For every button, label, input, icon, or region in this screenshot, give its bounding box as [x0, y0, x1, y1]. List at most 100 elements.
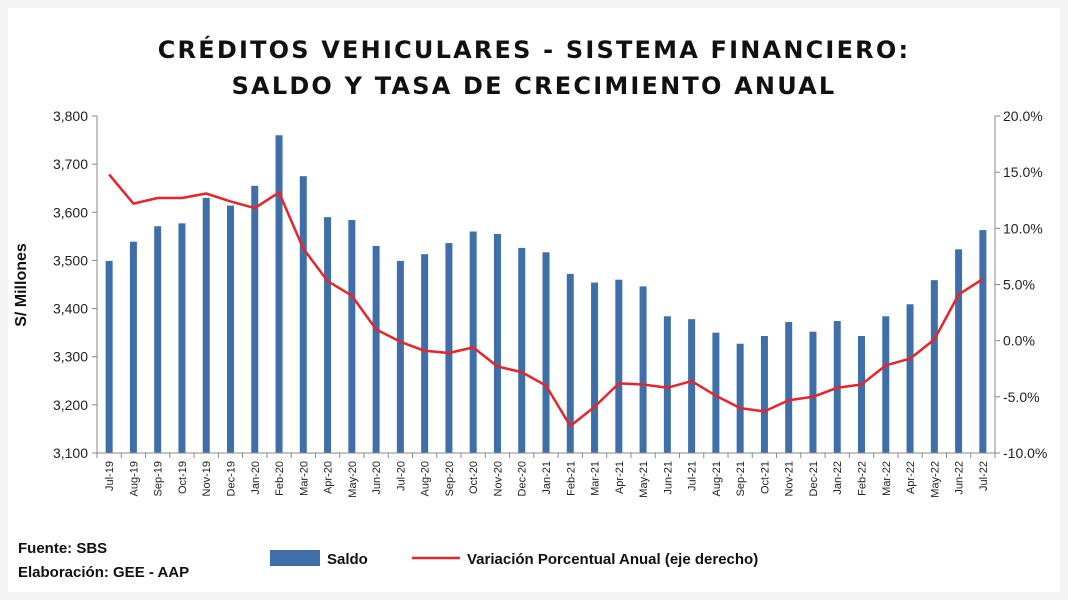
x-tick-label: Oct-19	[177, 461, 189, 494]
bar-apr-20	[324, 217, 332, 453]
bar-jan-20	[251, 185, 259, 454]
bar-dec-20	[518, 247, 526, 453]
bar-aug-20	[421, 254, 429, 453]
x-tick-label: Apr-22	[905, 461, 917, 494]
bar-mar-20	[299, 176, 307, 453]
x-tick-label: Jun-21	[662, 461, 674, 495]
left-tick-label: 3,100	[53, 445, 88, 461]
x-tick-label: Dec-20	[517, 461, 529, 496]
chart-title-line-2: SALDO Y TASA DE CRECIMIENTO ANUAL	[232, 72, 837, 100]
right-tick-label: 20.0%	[1003, 108, 1043, 124]
x-tick-label: Jan-20	[250, 461, 262, 495]
bar-oct-20	[469, 231, 477, 453]
left-tick-label: 3,700	[53, 156, 88, 172]
bar-oct-19	[178, 223, 186, 453]
x-tick-label: Jun-22	[954, 461, 966, 495]
bar-dec-19	[226, 205, 234, 453]
bar-mar-22	[882, 316, 890, 453]
legend-line-label: Variación Porcentual Anual (eje derecho)	[467, 551, 758, 568]
x-tick-label: Jan-21	[541, 461, 553, 495]
right-tick-label: 15.0%	[1003, 164, 1043, 180]
x-tick-label: May-20	[347, 461, 359, 498]
x-tick-label: Feb-21	[565, 461, 577, 496]
x-tick-label: Sep-20	[444, 461, 456, 496]
bar-apr-21	[615, 279, 623, 453]
footer-source: Fuente: SBS	[18, 540, 107, 557]
left-tick-label: 3,400	[53, 301, 88, 317]
x-tick-label: Mar-20	[298, 461, 310, 496]
bar-jul-20	[396, 260, 404, 453]
x-tick-label: Feb-20	[274, 461, 286, 496]
bar-sep-19	[154, 226, 162, 453]
bar-series	[105, 135, 987, 454]
bar-jan-21	[542, 252, 550, 453]
x-tick-label: Oct-21	[759, 461, 771, 494]
x-tick-label: Jun-20	[371, 461, 383, 495]
x-tick-label: May-22	[929, 461, 941, 498]
bar-jul-19	[105, 260, 113, 453]
bar-feb-20	[275, 135, 283, 453]
bar-dec-21	[809, 331, 817, 453]
bar-aug-19	[129, 241, 137, 453]
left-tick-label: 3,600	[53, 204, 88, 220]
right-tick-label: -5.0%	[1003, 389, 1040, 405]
x-tick-label: Aug-21	[711, 461, 723, 496]
bar-jun-22	[955, 249, 963, 453]
bar-nov-20	[493, 233, 501, 453]
bar-jul-22	[979, 230, 987, 453]
right-tick-label: 5.0%	[1003, 277, 1035, 293]
x-tick-label: Dec-21	[808, 461, 820, 496]
x-tick-label: Mar-21	[590, 461, 602, 496]
bar-apr-22	[906, 304, 914, 453]
x-tick-label: Jul-22	[978, 461, 990, 491]
footer-credit: Elaboración: GEE - AAP	[18, 564, 189, 581]
x-tick-label: Jan-22	[832, 461, 844, 495]
bar-sep-21	[736, 343, 744, 453]
bar-oct-21	[760, 336, 768, 453]
x-axis-ticks: Jul-19 Aug-19 Sep-19 Oct-19 Nov-19 Dec-19 Jan-…	[96, 453, 996, 498]
x-tick-label: Jul-19	[104, 461, 116, 491]
x-tick-label: Sep-21	[735, 461, 747, 496]
left-tick-label: 3,300	[53, 349, 88, 365]
line-series	[108, 173, 984, 428]
chart-title-line-1: CRÉDITOS VEHICULARES - SISTEMA FINANCIER…	[158, 35, 911, 64]
bar-jun-20	[372, 245, 380, 453]
x-tick-label: Sep-19	[153, 461, 165, 496]
x-tick-label: Feb-22	[857, 461, 869, 496]
x-tick-label: Mar-22	[881, 461, 893, 496]
legend-bar-swatch	[270, 550, 320, 566]
x-tick-label: Oct-20	[468, 461, 480, 494]
bar-may-20	[348, 219, 356, 453]
x-tick-label: Nov-19	[201, 461, 213, 496]
bar-feb-21	[566, 273, 574, 453]
bar-nov-21	[785, 322, 793, 453]
left-tick-label: 3,500	[53, 252, 88, 268]
x-tick-label: Aug-20	[420, 461, 432, 496]
legend-bar-label: Saldo	[327, 551, 368, 568]
bar-jul-21	[688, 319, 696, 453]
right-tick-label: 0.0%	[1003, 333, 1035, 349]
bar-mar-21	[591, 282, 599, 453]
x-tick-label: Nov-20	[492, 461, 504, 496]
x-tick-label: May-21	[638, 461, 650, 498]
x-tick-label: Dec-19	[225, 461, 237, 496]
right-tick-label: 10.0%	[1003, 220, 1043, 236]
bar-aug-21	[712, 332, 720, 453]
bar-may-21	[639, 286, 647, 453]
bar-nov-19	[202, 197, 210, 453]
x-tick-label: Apr-20	[323, 461, 335, 494]
x-tick-label: Aug-19	[128, 461, 140, 496]
bar-jun-21	[663, 316, 671, 453]
line-variacion-anual	[108, 173, 984, 428]
x-tick-label: Jul-20	[395, 461, 407, 491]
bar-sep-20	[445, 243, 453, 453]
left-tick-label: 3,200	[53, 397, 88, 413]
bar-may-22	[930, 280, 938, 453]
left-tick-label: 3,800	[53, 108, 88, 124]
x-tick-label: Jul-21	[687, 461, 699, 491]
x-tick-label: Nov-21	[784, 461, 796, 496]
right-axis-ticks: 20.0% 15.0% 10.0% 5.0% 0.0% -5.0% -10.0%	[995, 108, 1047, 461]
bar-feb-22	[858, 336, 866, 453]
right-tick-label: -10.0%	[1003, 445, 1047, 461]
